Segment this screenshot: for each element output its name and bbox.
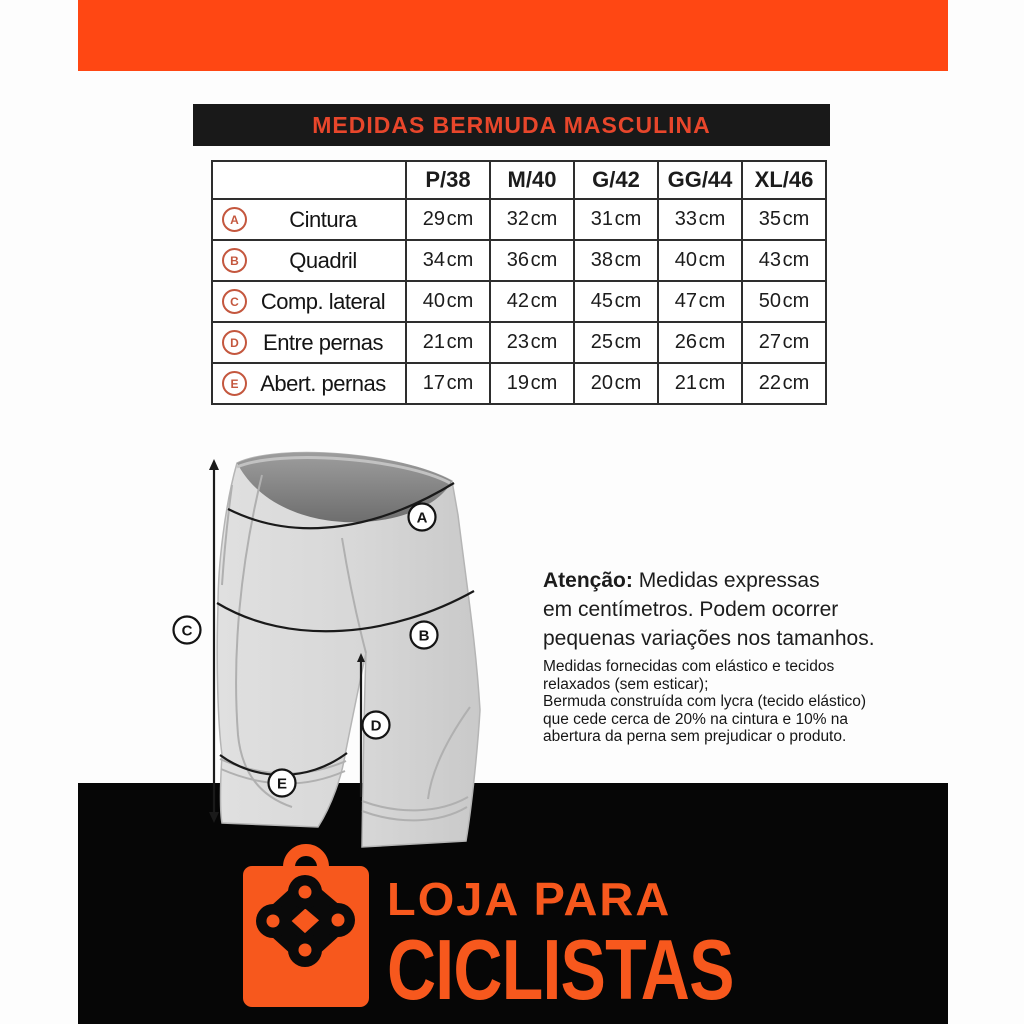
diagram-label-e: E (267, 768, 297, 798)
logo-line-1: LOJA PARA (387, 873, 672, 925)
arrowhead-down-icon (209, 812, 219, 823)
row-label: Abert. pernas (260, 370, 386, 396)
row-label: Comp. lateral (260, 288, 386, 314)
arrowhead-up-icon (357, 653, 365, 662)
page-title: MEDIDAS BERMUDA MASCULINA (312, 111, 711, 138)
cell-value: 22 cm (741, 362, 827, 405)
side-panel-seam (235, 474, 293, 808)
cell-value: 43 cm (741, 239, 827, 282)
fine-print-line: que cede cerca de 20% na cintura e 10% n… (543, 710, 849, 728)
cell-value: 26 cm (657, 321, 743, 364)
fine-print-line: abertura da perna sem prejudicar o produ… (543, 728, 847, 745)
header-size: G/42 (573, 160, 659, 200)
waistband-opening (237, 452, 452, 523)
size-table: P/38 M/40 G/42 GG/44 XL/46 A Cintura 29 c… (211, 160, 827, 405)
letter-a-badge: A (222, 207, 247, 232)
fine-print-line: relaxados (sem esticar); (543, 675, 709, 693)
svg-text:B: B (419, 628, 430, 645)
table-row-cintura: A Cintura 29 cm 32 cm 31 cm 33 cm 35 cm (211, 198, 827, 241)
letter-b-badge: B (222, 248, 247, 273)
top-orange-bar (78, 0, 948, 71)
cell-value: 50 cm (741, 280, 827, 323)
cell-value: 32 cm (489, 198, 575, 241)
cell-value: 31 cm (573, 198, 659, 241)
row-label: Entre pernas (263, 329, 383, 355)
cell-value: 19 cm (489, 362, 575, 405)
diagram-label-d: D (361, 710, 391, 740)
header-empty-cell (211, 160, 407, 200)
waist-elastic-line (221, 484, 233, 586)
title-banner: MEDIDAS BERMUDA MASCULINA (193, 104, 830, 146)
table-row-entre-pernas: D Entre pernas 21 cm 23 cm 25 cm 26 cm 27… (211, 321, 827, 364)
shorts-measurement-diagram: A B C D E (172, 451, 481, 848)
cell-value: 23 cm (489, 321, 575, 364)
cell-value: 21 cm (405, 321, 491, 364)
front-seam (341, 537, 367, 654)
right-hem-seam (361, 796, 469, 812)
fine-print-line: Bermuda construída com lycra (tecido elá… (543, 693, 867, 710)
cell-value: 40 cm (657, 239, 743, 282)
letter-e-badge: E (222, 371, 247, 396)
cell-value: 34 cm (405, 239, 491, 282)
cell-value: 38 cm (573, 239, 659, 282)
row-label: Cintura (289, 206, 357, 232)
attention-line: pequenas variações nos tamanhos. (543, 627, 875, 650)
cell-value: 42 cm (489, 280, 575, 323)
measure-a-arc (227, 482, 455, 530)
cell-value: 45 cm (573, 280, 659, 323)
cell-value: 20 cm (573, 362, 659, 405)
shorts-silhouette (216, 451, 481, 848)
cell-value: 25 cm (573, 321, 659, 364)
diagram-label-c: C (172, 615, 202, 645)
letter-d-badge: D (222, 330, 247, 355)
shopping-bag-chain-icon (243, 844, 369, 1007)
table-header-row: P/38 M/40 G/42 GG/44 XL/46 (211, 160, 827, 200)
waistband-rim (236, 456, 451, 485)
attention-label: Atenção: (543, 569, 633, 592)
attention-note: Atenção: Medidas expressas em centímetro… (543, 566, 903, 653)
right-leg-seam (427, 706, 471, 800)
fine-print-note: Medidas fornecidas com elástico e tecido… (543, 658, 913, 746)
table-row-quadril: B Quadril 34 cm 36 cm 38 cm 40 cm 43 cm (211, 239, 827, 282)
table-row-comp-lateral: C Comp. lateral 40 cm 42 cm 45 cm 47 cm 5… (211, 280, 827, 323)
cell-value: 36 cm (489, 239, 575, 282)
arrowhead-up-icon (209, 459, 219, 470)
cell-value: 35 cm (741, 198, 827, 241)
svg-text:D: D (371, 718, 382, 735)
measure-b-arc (216, 590, 475, 633)
right-hem-seam (361, 806, 468, 822)
cell-value: 27 cm (741, 321, 827, 364)
cell-value: 33 cm (657, 198, 743, 241)
cell-value: 29 cm (405, 198, 491, 241)
cell-value: 47 cm (657, 280, 743, 323)
table-row-abert-pernas: E Abert. pernas 17 cm 19 cm 20 cm 21 cm 2… (211, 362, 827, 405)
cell-value: 40 cm (405, 280, 491, 323)
store-logo-text: LOJA PARA CICLISTAS (387, 876, 820, 1013)
header-size: XL/46 (741, 160, 827, 200)
row-label: Quadril (289, 247, 357, 273)
cell-value: 21 cm (657, 362, 743, 405)
cell-value: 17 cm (405, 362, 491, 405)
diagram-label-b: B (409, 620, 439, 650)
svg-text:C: C (182, 623, 193, 640)
header-size: M/40 (489, 160, 575, 200)
letter-c-badge: C (222, 289, 247, 314)
header-size: GG/44 (657, 160, 743, 200)
logo-line-2: CICLISTAS (387, 923, 734, 1018)
svg-text:A: A (417, 510, 428, 527)
attention-line: em centímetros. Podem ocorrer (543, 598, 839, 621)
fine-print-line: Medidas fornecidas com elástico e tecido… (543, 658, 835, 675)
attention-line: Atenção: Medidas expressas (543, 569, 820, 592)
diagram-label-a: A (407, 502, 437, 532)
svg-text:E: E (277, 776, 287, 793)
header-size: P/38 (405, 160, 491, 200)
